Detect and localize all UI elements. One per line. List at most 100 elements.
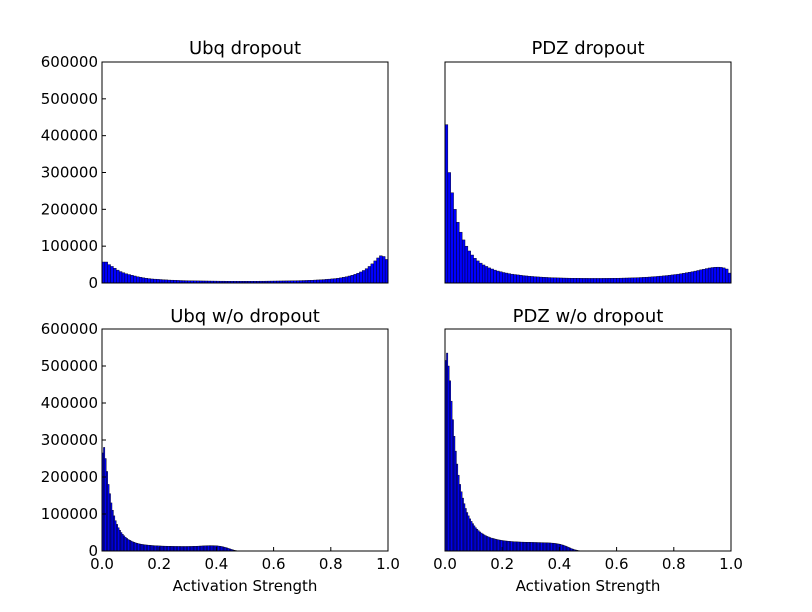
panel-ubq-dropout-bar <box>333 278 337 284</box>
panel-pdz-no-dropout-bar <box>532 542 534 552</box>
panel-ubq-no-dropout-bar <box>137 543 140 552</box>
panel-ubq-dropout: Ubq dropout 0 100000 200000 300000 400000 500… <box>41 38 389 292</box>
panel-pdz-no-dropout-bar <box>450 400 453 552</box>
panel-ubq-dropout-bar <box>133 275 137 284</box>
panel-pdz-dropout-bar <box>587 278 592 284</box>
panel-pdz-dropout-bar <box>487 267 491 284</box>
panel-ubq-dropout-y-tick-label: 600000 <box>41 53 98 71</box>
panel-pdz-dropout-bar <box>496 270 500 284</box>
panel-ubq-no-dropout-bar <box>116 524 118 552</box>
panel-pdz-no-dropout-bar <box>517 541 520 552</box>
panel-pdz-no-dropout-bar <box>477 530 480 552</box>
panel-ubq-no-dropout-bar <box>223 546 226 552</box>
panel-ubq-dropout-bar <box>153 278 157 284</box>
panel-pdz-dropout-bar <box>653 276 657 284</box>
panel-pdz-dropout-bar <box>702 268 706 284</box>
panel-pdz-no-dropout-bar <box>466 512 469 552</box>
panel-ubq-dropout-y-ticks: 0 100000 200000 300000 400000 500000 600000 <box>41 53 106 292</box>
panel-pdz-no-dropout-x-ticks: 0.0 0.2 0.4 0.6 0.8 1.0 <box>433 547 743 573</box>
panel-ubq-dropout-bar <box>130 275 134 284</box>
panel-pdz-dropout-bar <box>456 222 460 284</box>
panel-pdz-dropout-bar <box>461 239 466 284</box>
panel-ubq-no-dropout-bar <box>181 546 184 552</box>
panel-pdz-no-dropout-bar <box>469 518 471 552</box>
panel-pdz-no-dropout-bar <box>562 544 564 552</box>
panel-ubq-dropout-bar <box>110 266 114 284</box>
panel-ubq-no-dropout-bar <box>166 545 168 552</box>
panel-pdz-no-dropout-bar <box>449 380 451 552</box>
panel-ubq-no-dropout-bar <box>164 545 167 552</box>
panel-pdz-no-dropout-bar <box>542 542 544 552</box>
panel-ubq-dropout-bar <box>344 276 349 284</box>
panel-pdz-dropout-bar <box>602 278 606 284</box>
panel-ubq-no-dropout: Ubq w/o dropout 0 100000 200000 300000 40000… <box>41 306 400 595</box>
panel-pdz-no-dropout-bar <box>489 537 491 552</box>
panel-pdz-dropout-bar <box>547 277 552 284</box>
panel-pdz-no-dropout-bar <box>467 515 470 552</box>
panel-ubq-no-dropout-bar <box>190 546 193 552</box>
panel-ubq-no-dropout-bar <box>183 546 186 552</box>
panel-pdz-no-dropout-x-tick-label: 0.0 <box>433 555 457 573</box>
panel-pdz-no-dropout-bar <box>534 542 537 552</box>
panel-ubq-no-dropout-bar <box>176 546 178 552</box>
panel-pdz-no-dropout-x-tick-label: 0.8 <box>662 555 686 573</box>
panel-ubq-no-dropout-y-tick-label: 400000 <box>41 394 98 412</box>
panel-ubq-no-dropout-bar <box>114 520 117 552</box>
panel-pdz-no-dropout-bar <box>507 541 510 552</box>
panel-pdz-no-dropout-bar <box>509 541 511 552</box>
panel-ubq-dropout-bar <box>158 279 163 284</box>
panel-pdz-dropout-bar <box>662 275 666 284</box>
panel-ubq-no-dropout-title: Ubq w/o dropout <box>170 306 320 327</box>
panel-pdz-no-dropout-x-tick-label: 0.6 <box>605 555 629 573</box>
panel-pdz-dropout-bar <box>542 277 546 284</box>
panel-pdz-no-dropout-bar <box>516 541 519 552</box>
panel-pdz-dropout-bar <box>630 277 634 284</box>
panel-pdz-no-dropout-bar <box>463 503 466 552</box>
panel-pdz-dropout-bar <box>447 172 451 284</box>
panel-ubq-no-dropout-bar <box>121 534 124 552</box>
panel-pdz-no-dropout-bar <box>564 545 567 552</box>
panel-pdz-dropout-bar <box>636 277 640 284</box>
panel-pdz-dropout-bar <box>522 275 526 284</box>
panel-ubq-no-dropout-bar <box>107 484 110 552</box>
panel-pdz-dropout-bar <box>553 277 557 284</box>
panel-ubq-no-dropout-bar <box>130 540 133 552</box>
panel-ubq-no-dropout-bar <box>203 545 206 552</box>
panel-ubq-no-dropout-bar <box>204 545 207 552</box>
panel-pdz-dropout-bar <box>707 267 712 284</box>
panel-ubq-no-dropout-bar <box>147 544 150 552</box>
panel-ubq-no-dropout-bar <box>156 545 158 552</box>
panel-ubq-dropout-bars <box>101 255 389 284</box>
panel-pdz-dropout-bar <box>693 270 697 284</box>
panel-ubq-no-dropout-bar <box>150 545 153 552</box>
panel-ubq-dropout-bar <box>379 255 383 284</box>
panel-ubq-dropout-bar <box>327 278 332 284</box>
panel-pdz-dropout-bar <box>470 254 474 284</box>
panel-pdz-no-dropout-title: PDZ w/o dropout <box>513 306 664 327</box>
panel-ubq-no-dropout-bar <box>131 541 134 552</box>
panel-ubq-no-dropout-bar <box>220 546 223 552</box>
panel-pdz-no-dropout-bar <box>540 542 543 552</box>
panel-ubq-no-dropout-bar <box>173 546 176 552</box>
panel-ubq-no-dropout-x-tick-label: 0.0 <box>90 555 114 573</box>
panel-ubq-no-dropout-bar <box>209 545 211 552</box>
panel-pdz-no-dropout-bar <box>457 474 460 552</box>
panel-ubq-dropout-bar <box>353 274 357 284</box>
panel-pdz-no-dropout-bar <box>504 540 507 552</box>
panel-ubq-no-dropout-bar <box>153 545 156 552</box>
panel-pdz-no-dropout-bar <box>491 538 494 552</box>
panel-ubq-dropout-bar <box>367 266 372 284</box>
panel-pdz-no-dropout-bar <box>487 536 490 552</box>
panel-pdz-no-dropout-bar <box>471 523 474 552</box>
panel-ubq-dropout-bar <box>382 256 386 284</box>
panel-pdz-dropout-bar <box>713 267 717 284</box>
panel-ubq-dropout-bar <box>118 271 123 284</box>
panel-pdz-dropout-bar <box>507 273 511 284</box>
panel-pdz-no-dropout-bar <box>481 533 484 552</box>
panel-pdz-no-dropout-bar <box>499 539 501 552</box>
panel-ubq-no-dropout-bar <box>210 545 213 552</box>
panel-ubq-no-dropout-bar <box>211 545 214 552</box>
panel-ubq-dropout-bar <box>136 276 140 284</box>
panel-pdz-dropout-bar <box>490 268 494 284</box>
panel-pdz-no-dropout-bar <box>490 537 493 552</box>
